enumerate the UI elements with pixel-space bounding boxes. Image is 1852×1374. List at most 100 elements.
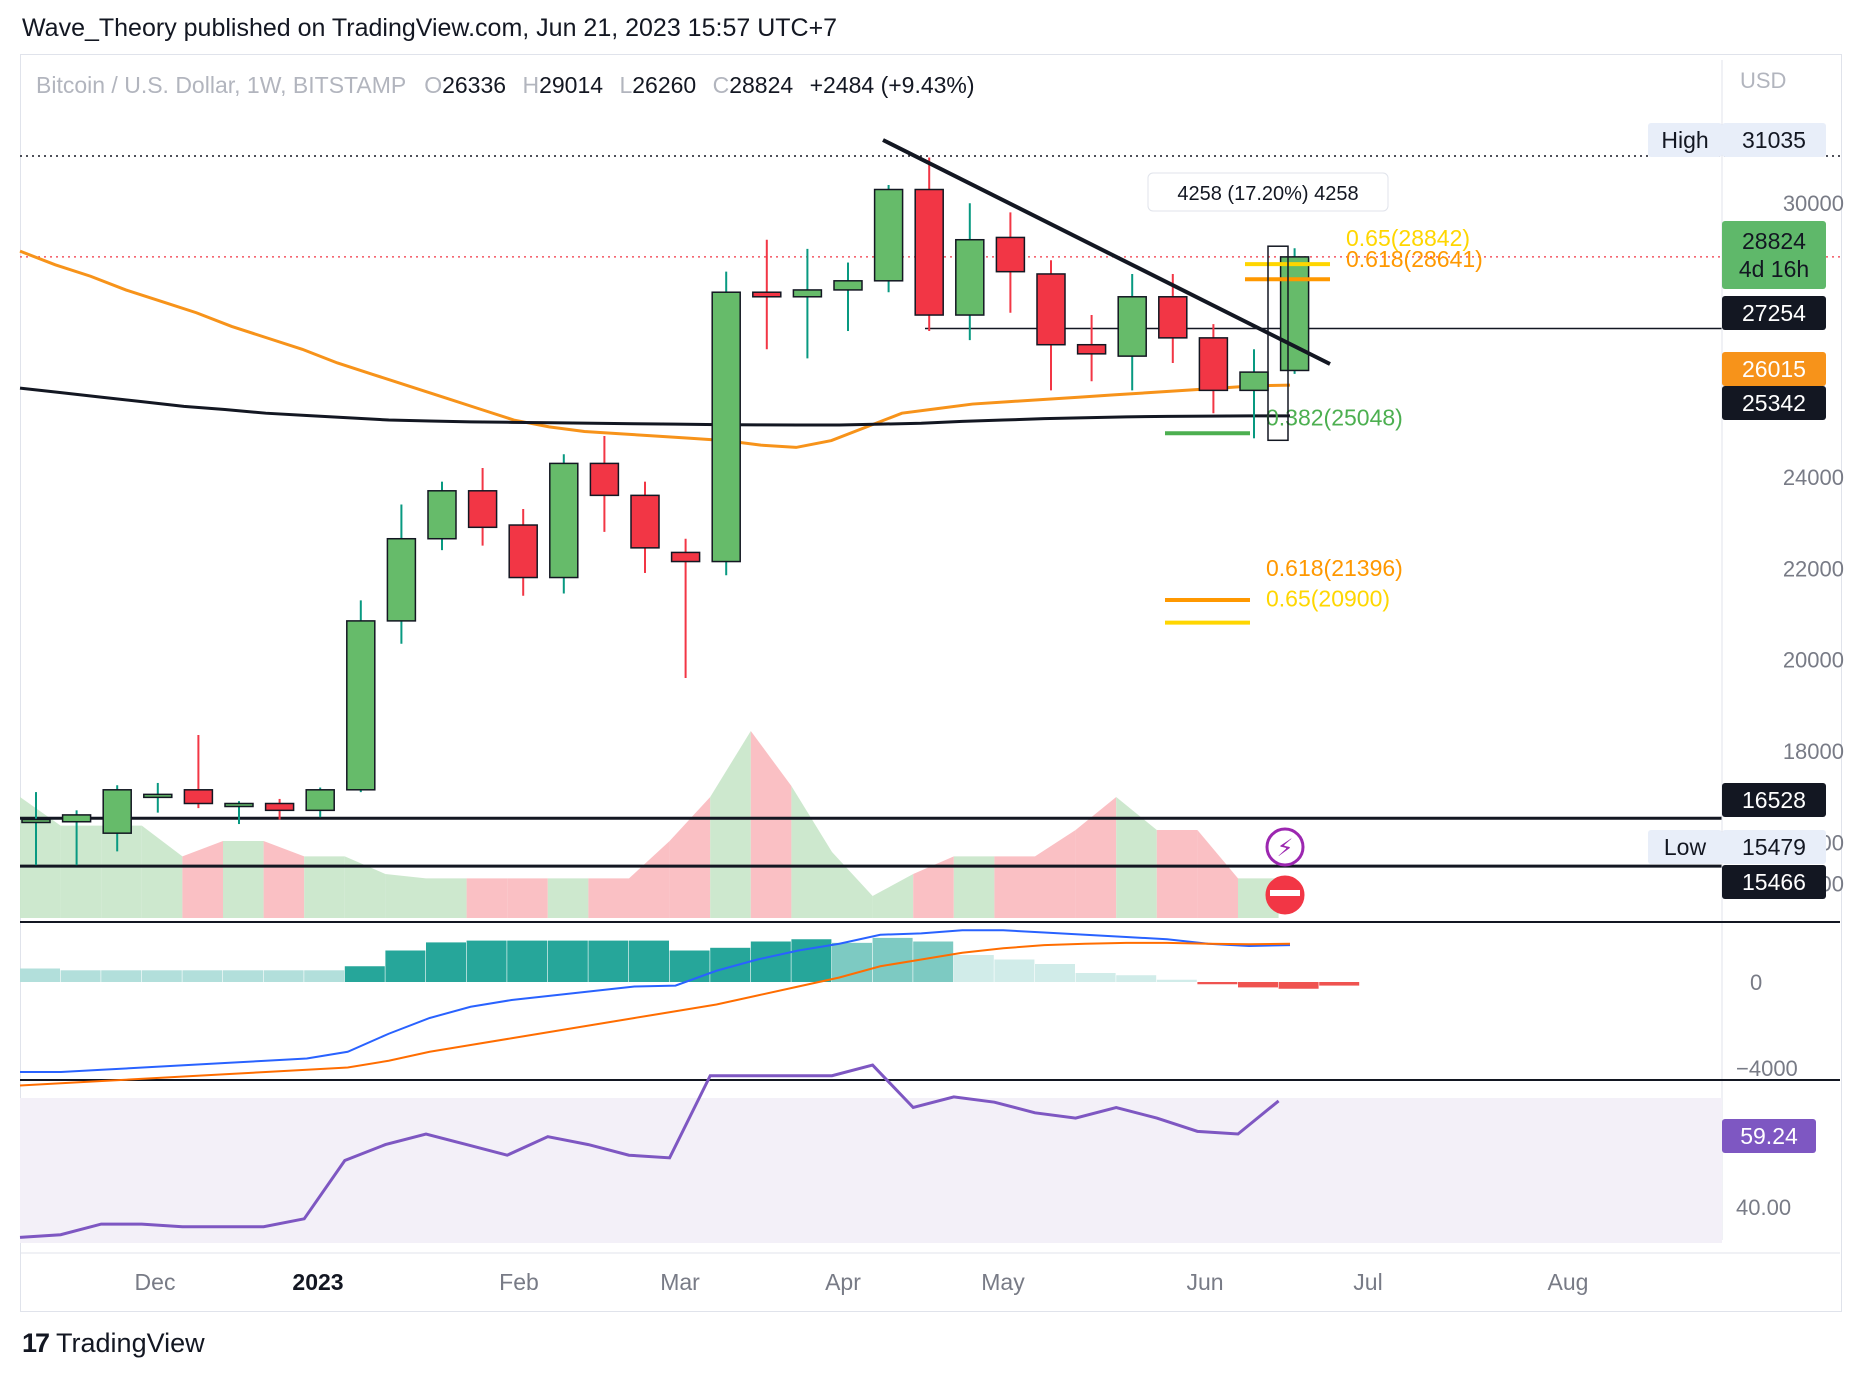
price-label-support: 16528 — [1742, 787, 1806, 813]
macd-hist-bar — [1238, 982, 1278, 988]
measure-box — [1147, 172, 1389, 212]
macd-hist-bar — [141, 970, 182, 982]
volume-area — [223, 841, 264, 918]
x-axis-label: Jun — [1186, 1269, 1223, 1295]
measure-label: 4258 (17.20%) 4258 — [1177, 183, 1358, 205]
candle-body — [264, 802, 295, 812]
macd-hist-bar — [710, 947, 751, 982]
open-label: O — [424, 72, 443, 98]
volume-area — [588, 878, 629, 918]
volume-area — [20, 797, 61, 918]
low-value: 26260 — [632, 72, 697, 98]
x-axis-label: Mar — [660, 1269, 700, 1295]
symbol-legend[interactable]: Bitcoin / U.S. Dollar, 1W, BITSTAMP O263… — [36, 72, 975, 99]
macd-hist-bar — [669, 950, 710, 982]
price-tag-bg — [1648, 830, 1722, 864]
candle-body — [346, 620, 376, 791]
price-label-bg — [1722, 783, 1826, 817]
price-tick: 22000 — [1783, 556, 1844, 581]
volume-area — [547, 878, 589, 918]
macd-hist-bar — [1197, 982, 1238, 985]
volume-area — [344, 856, 386, 918]
volume-area — [710, 731, 751, 918]
brand-label: TradingView — [56, 1328, 205, 1358]
volume-area — [1075, 797, 1117, 918]
price-label-sma: 25342 — [1742, 390, 1806, 416]
close-label: C — [712, 72, 730, 98]
candle-body — [467, 490, 498, 529]
candle-body — [61, 814, 92, 823]
measure-range — [1267, 245, 1289, 442]
macd-hist-bar — [304, 970, 345, 982]
candle-body — [224, 802, 254, 808]
candle-body — [752, 291, 782, 298]
rsi-tick: 40.00 — [1736, 1195, 1791, 1220]
price-label-countdown: 4d 16h — [1739, 256, 1809, 282]
rsi-band — [20, 1098, 1722, 1243]
volume-area — [385, 874, 426, 918]
fib-label: 0.65(28842) — [1346, 225, 1470, 251]
x-axis-label: Jul — [1353, 1269, 1382, 1295]
volume-area — [60, 825, 102, 918]
x-axis-label: Dec — [135, 1269, 176, 1295]
symbol-name: Bitcoin / U.S. Dollar, 1W, BITSTAMP — [36, 72, 406, 98]
volume-area — [629, 841, 670, 918]
candle-body — [21, 818, 51, 824]
trendline — [882, 138, 1331, 366]
candle-body — [1158, 296, 1188, 339]
high-value: 29014 — [539, 72, 604, 98]
sma-line — [19, 386, 1291, 427]
candle-body — [914, 188, 944, 316]
volume-area — [426, 878, 467, 918]
macd-hist-bar — [750, 941, 791, 982]
macd-hist-bar — [426, 942, 466, 982]
macd-hist-bar — [60, 970, 101, 982]
candle-body — [102, 789, 132, 834]
change-value: +2484 (+9.43%) — [809, 72, 975, 98]
macd-hist-bar — [223, 970, 263, 982]
volume-area — [994, 856, 1035, 918]
candle-body — [183, 789, 214, 805]
volume-area — [304, 856, 345, 918]
candle-body — [955, 238, 985, 316]
price-tag-low: Low — [1664, 834, 1707, 860]
volume-area — [182, 841, 223, 918]
currency-label: USD — [1740, 68, 1786, 93]
candle-body — [305, 789, 335, 812]
volume-area — [141, 825, 183, 918]
candle-body — [1279, 256, 1310, 372]
rsi-current-label: 59.24 — [1740, 1123, 1798, 1149]
price-label-bg — [1722, 386, 1826, 420]
macd-hist-bar — [832, 942, 872, 982]
macd-hist-bar — [507, 940, 548, 982]
macd-tick-zero: 0 — [1750, 970, 1762, 995]
chart-frame — [20, 54, 1842, 1312]
volume-area — [1197, 830, 1238, 918]
macd-hist-bar — [101, 970, 142, 982]
macd-hist-bar — [20, 968, 60, 982]
macd-signal-line — [19, 941, 1291, 1087]
volume-area — [872, 874, 914, 918]
price-tick: 30000 — [1783, 191, 1844, 216]
volume-area — [466, 878, 508, 918]
candle-body — [711, 291, 741, 563]
x-axis-label: Apr — [825, 1269, 861, 1295]
macd-hist-bar — [1319, 982, 1360, 986]
macd-hist-bar — [1075, 973, 1116, 982]
candle-body — [630, 494, 660, 549]
footer-brand[interactable]: 17 TradingView — [22, 1328, 205, 1359]
macd-hist-bar — [588, 940, 629, 982]
macd-hist-bar — [547, 940, 588, 982]
price-label-last-close: 28824 — [1742, 228, 1806, 254]
candle-body — [1198, 337, 1229, 392]
price-label-ema: 26015 — [1742, 356, 1806, 382]
fib-label: 0.618(21396) — [1266, 555, 1403, 581]
candle-body — [143, 793, 173, 799]
macd-tick-neg: −4000 — [1736, 1056, 1798, 1081]
price-tick: 20000 — [1783, 648, 1844, 673]
macd-hist-bar — [629, 940, 669, 982]
price-tag-high: High — [1661, 127, 1708, 153]
ema-line — [19, 249, 1291, 449]
candle-body — [508, 524, 538, 579]
